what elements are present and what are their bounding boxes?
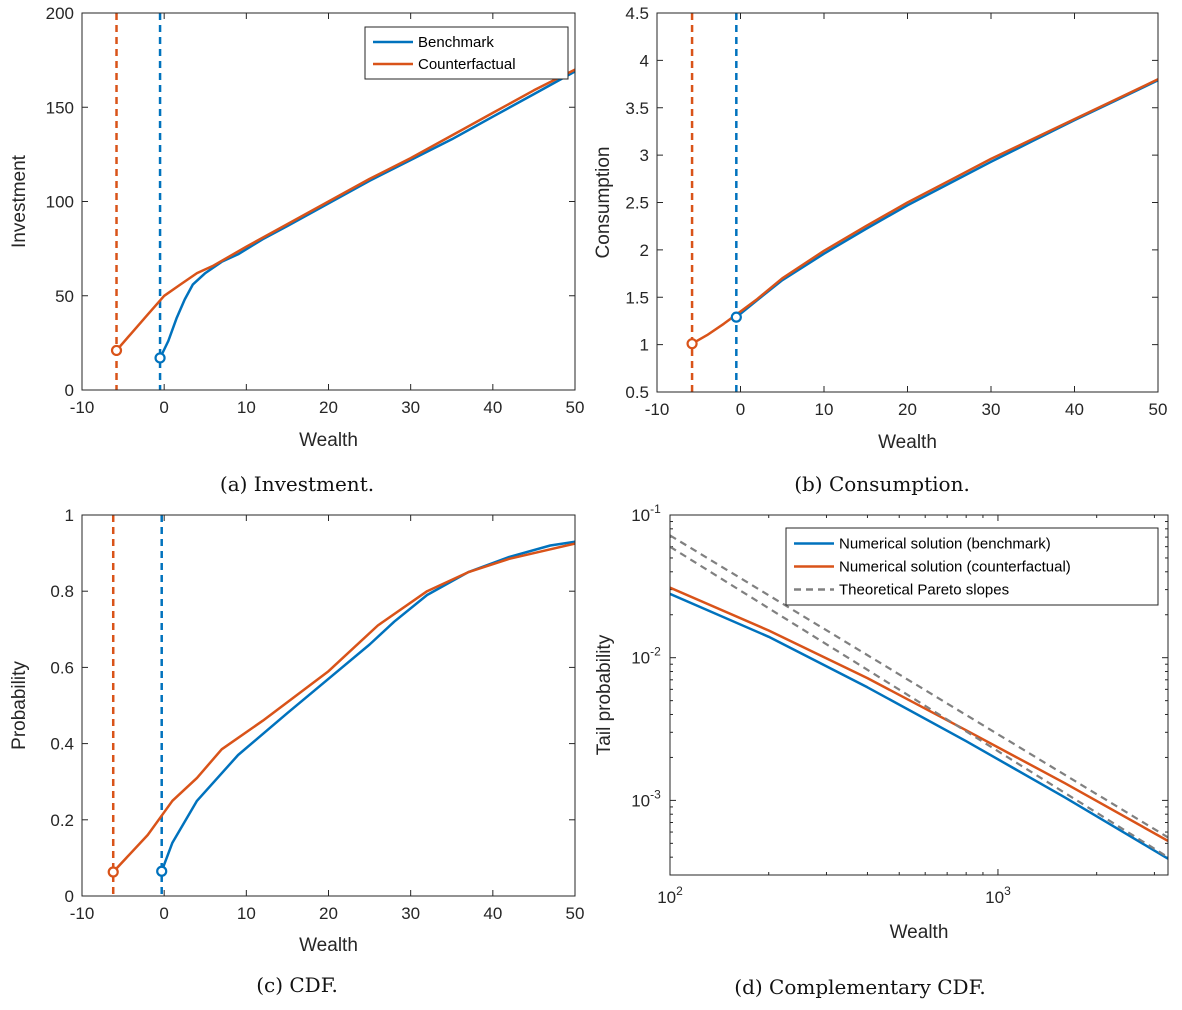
- legend: Benchmark Counterfactual: [364, 26, 569, 80]
- y-tick-label: 10-3: [631, 787, 661, 810]
- series-line-theoretical-pareto-slopes: [670, 534, 1168, 839]
- legend-box: [785, 527, 1159, 606]
- x-tick-label: 50: [566, 398, 585, 417]
- y-axis-label: Tail probability: [594, 634, 615, 755]
- data-layer: [690, 13, 1158, 392]
- panel-consumption: -10 0 10 20 30 40 50 0.5 1 1.5 2 2.5 3 3.5 4 4.5 Wealth C…: [593, 4, 1167, 496]
- legend-label: Counterfactual: [418, 56, 516, 73]
- x-tick-label: -10: [70, 398, 95, 417]
- axes-box: [656, 12, 1159, 393]
- legend-label: Theoretical Pareto slopes: [839, 582, 1009, 599]
- panel-caption: (d) Complementary CDF.: [734, 975, 985, 999]
- x-tick-label: 30: [401, 904, 420, 923]
- y-tick-label: 0.6: [50, 658, 74, 677]
- data-layer: [115, 13, 575, 390]
- panel-caption: (c) CDF.: [256, 973, 338, 997]
- y-tick-label: 3: [640, 146, 649, 165]
- start-marker-counterfactual: [686, 338, 698, 350]
- x-tick-label: -10: [645, 400, 670, 419]
- y-tick-label: 1.5: [625, 288, 649, 307]
- y-tick-label: 0.2: [50, 811, 74, 830]
- y-tick-label: 0.8: [50, 582, 74, 601]
- x-axis-label: Wealth: [299, 935, 358, 956]
- series-line-counterfactual: [115, 68, 575, 352]
- y-tick-label: 1: [640, 336, 649, 355]
- axes-box: [81, 12, 576, 391]
- x-tick-label: 30: [982, 400, 1001, 419]
- x-tick-label: 0: [736, 400, 745, 419]
- x-tick-label: 40: [1065, 400, 1084, 419]
- y-tick-label: 0.4: [50, 735, 74, 754]
- y-tick-label: 150: [46, 98, 74, 117]
- x-tick-label: 10: [237, 398, 256, 417]
- y-tick-label: 100: [46, 193, 74, 212]
- x-axis-label: Wealth: [878, 432, 937, 453]
- x-tick-label: 103: [985, 884, 1011, 907]
- x-tick-label: 20: [898, 400, 917, 419]
- y-axis-label: Probability: [9, 661, 30, 750]
- y-tick-label: 0: [65, 887, 74, 906]
- x-tick-label: 50: [566, 904, 585, 923]
- plot-area: [82, 515, 575, 896]
- y-axis-label: Consumption: [593, 147, 614, 259]
- y-tick-label: 0: [65, 381, 74, 400]
- y-tick-label: 3.5: [625, 99, 649, 118]
- series-line-benchmark: [160, 540, 575, 872]
- x-tick-label: -10: [70, 904, 95, 923]
- data-layer: [670, 534, 1168, 860]
- series-line-benchmark: [158, 70, 575, 359]
- series-line-counterfactual: [112, 542, 575, 873]
- x-tick-label: 50: [1149, 400, 1168, 419]
- panel-cdf: -10 0 10 20 30 40 5000.20.40.60.81WealthProbab…: [9, 506, 584, 997]
- x-tick-label: 40: [483, 904, 502, 923]
- x-axis-label: Wealth: [299, 430, 358, 451]
- y-tick-label: 10-2: [631, 645, 661, 668]
- data-layer: [111, 515, 575, 896]
- x-tick-label: 102: [657, 884, 683, 907]
- panel-caption: (a) Investment.: [220, 472, 374, 496]
- panel-investment: -10 0 10 20 30 40 50050100150200WealthInvestme…: [9, 4, 584, 496]
- y-axis-label: Investment: [9, 154, 30, 248]
- y-tick-label: 200: [46, 4, 74, 23]
- start-marker-counterfactual: [107, 866, 119, 878]
- series-line-pareto-slope-2: [670, 545, 1168, 859]
- panel-caption: (b) Consumption.: [794, 472, 970, 496]
- y-tick-label: 4.5: [625, 4, 649, 23]
- y-tick-label: 2: [640, 241, 649, 260]
- x-tick-label: 0: [159, 904, 168, 923]
- series-line-numerical-solution-counterfactual: [670, 586, 1168, 842]
- x-tick-label: 10: [237, 904, 256, 923]
- y-tick-label: 2.5: [625, 194, 649, 213]
- start-marker-benchmark: [156, 865, 168, 877]
- x-tick-label: 20: [319, 398, 338, 417]
- x-tick-label: 30: [401, 398, 420, 417]
- axes-box: [669, 514, 1169, 876]
- y-tick-label: 1: [65, 506, 74, 525]
- start-marker-benchmark: [154, 352, 166, 364]
- panel-complementary-cdf: 102 103 10-3 10-2 10-1 Wealth Tail probability…: [594, 502, 1169, 999]
- y-tick-label: 10-1: [631, 502, 661, 525]
- legend-label: Benchmark: [418, 34, 494, 51]
- start-marker-benchmark: [730, 311, 742, 323]
- x-tick-label: 10: [815, 400, 834, 419]
- y-tick-label: 4: [640, 51, 649, 70]
- series-line-numerical-solution-benchmark: [670, 592, 1168, 860]
- legend-box: [364, 26, 569, 80]
- start-marker-counterfactual: [110, 344, 123, 357]
- series-line-counterfactual: [691, 78, 1158, 345]
- x-tick-label: 0: [159, 398, 168, 417]
- x-tick-label: 20: [319, 904, 338, 923]
- axes-box: [81, 514, 576, 897]
- legend: Numerical solution (benchmark) Numerical …: [785, 527, 1159, 606]
- x-tick-label: 40: [483, 398, 502, 417]
- legend-label: Numerical solution (benchmark): [839, 536, 1051, 553]
- x-axis-label: Wealth: [890, 922, 949, 943]
- legend-label: Numerical solution (counterfactual): [839, 559, 1071, 576]
- y-tick-label: 50: [55, 287, 74, 306]
- y-tick-label: 0.5: [625, 383, 649, 402]
